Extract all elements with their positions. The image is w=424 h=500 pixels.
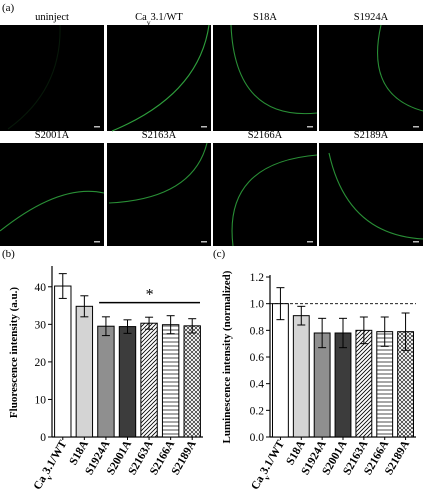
micrograph-5 [0, 143, 105, 246]
error-bar [380, 316, 389, 347]
bar [313, 332, 331, 438]
error-bar [145, 316, 154, 330]
micrograph-7 [213, 143, 318, 247]
x-tick-label: Cav3.1/WT [32, 438, 73, 494]
micrograph-2 [107, 24, 211, 132]
error-bar [318, 317, 327, 349]
bar [161, 324, 180, 438]
error-bar [80, 295, 89, 318]
panel-c-label: (c) [213, 248, 226, 260]
y-tick-label: 0.8 [250, 325, 265, 337]
error-bar [58, 273, 67, 299]
micrograph-label: S18A [253, 12, 277, 23]
bar [97, 325, 115, 438]
chart-fluorescence: 0 10 20 30 40 Fluorescence intensity (a.u.) Ca… [8, 266, 203, 494]
micrograph-label: S2166A [248, 130, 283, 141]
micrograph-label: S2001A [35, 130, 70, 141]
y-tick-label: 0 [40, 432, 46, 444]
y-tick-label: 0.6 [250, 352, 265, 364]
micrograph-label: uninject [35, 12, 69, 23]
bar [292, 315, 310, 438]
bar [54, 285, 72, 438]
y-tick-label: 20 [35, 357, 47, 369]
bar [272, 303, 289, 438]
micrograph-label: S2189A [354, 130, 389, 141]
y-tick-label: 1.2 [250, 272, 265, 284]
micrograph-label: Cav3.1/WT [135, 12, 183, 27]
x-tick-label: Cav3.1/WT [249, 438, 290, 494]
y-axis-label: Luminescence intensity (normalized) [221, 270, 233, 443]
micrograph-1 [0, 24, 104, 131]
y-tick-label: 10 [35, 394, 47, 406]
error-bar [359, 316, 368, 345]
panel-a-label: (a) [2, 2, 15, 14]
micrograph-8 [319, 143, 424, 246]
y-tick-label: 30 [35, 319, 47, 331]
y-axis-label: Fluorescence intensity (a.u.) [8, 287, 20, 419]
error-bar [401, 312, 410, 351]
y-tick-label: 0.0 [250, 432, 265, 444]
micrograph-6 [107, 142, 211, 246]
y-tick-label: 0.2 [250, 405, 265, 417]
error-bar [166, 315, 175, 335]
micrograph-grid: uninject Cav3.1/WT S18A S1924A S2001A S2163A S… [0, 12, 424, 247]
panel-b-label: (b) [2, 248, 15, 260]
bar [183, 325, 201, 438]
y-tick-label: 0.4 [250, 379, 265, 391]
micrograph-label: S2163A [142, 130, 177, 141]
error-bar [276, 287, 285, 321]
y-tick-label: 40 [35, 282, 47, 294]
significance-marker: * [146, 287, 154, 304]
bar [140, 322, 158, 438]
bar [75, 305, 94, 438]
error-bar [297, 305, 306, 326]
error-bar [339, 317, 347, 349]
micrograph-label: S1924A [354, 12, 389, 23]
chart-luminescence: 0.0 0.2 0.4 0.6 0.8 1.0 1.2 Luminescence intens… [221, 270, 416, 494]
micrograph-4 [319, 24, 424, 131]
y-tick-label: 1.0 [250, 299, 265, 311]
bar [376, 331, 394, 438]
bar [334, 332, 352, 438]
bar [118, 326, 137, 438]
error-bar [101, 316, 110, 337]
error-bar [188, 318, 197, 334]
bar [355, 329, 373, 438]
error-bar [123, 319, 132, 334]
micrograph-3 [213, 24, 318, 131]
